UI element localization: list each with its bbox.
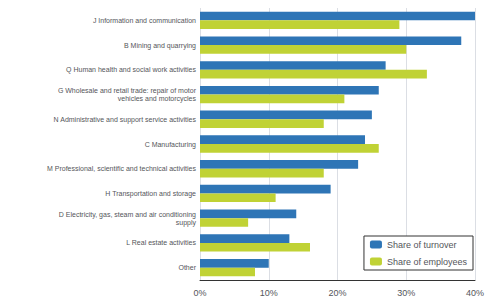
svg-text:Share of turnover: Share of turnover [387,240,457,250]
svg-text:vehicles and motorcycles: vehicles and motorcycles [118,95,197,103]
svg-text:Other: Other [178,264,196,271]
svg-text:G Wholesale and retail trade:: G Wholesale and retail trade: repair of … [58,87,197,95]
svg-text:20%: 20% [328,288,346,298]
svg-text:L Real estate activities: L Real estate activities [126,239,196,246]
svg-text:30%: 30% [397,288,415,298]
svg-text:N Administrative and support s: N Administrative and support service act… [54,116,197,124]
svg-text:supply: supply [176,219,197,227]
svg-text:D Electricity, gas, steam and: D Electricity, gas, steam and air condit… [59,211,196,219]
svg-text:0%: 0% [193,288,206,298]
svg-text:40%: 40% [466,288,484,298]
svg-text:H Transportation and storage: H Transportation and storage [105,190,196,198]
svg-text:Q Human health and social work: Q Human health and social work activitie… [66,66,196,74]
svg-text:J Information and communicatio: J Information and communication [93,17,196,24]
svg-text:C Manufacturing: C Manufacturing [145,141,196,149]
svg-text:10%: 10% [260,288,278,298]
svg-text:Share of employees: Share of employees [387,257,468,267]
svg-text:B Mining and quarrying: B Mining and quarrying [124,42,196,50]
svg-text:M Professional, scientific and: M Professional, scientific and technical… [47,165,197,172]
